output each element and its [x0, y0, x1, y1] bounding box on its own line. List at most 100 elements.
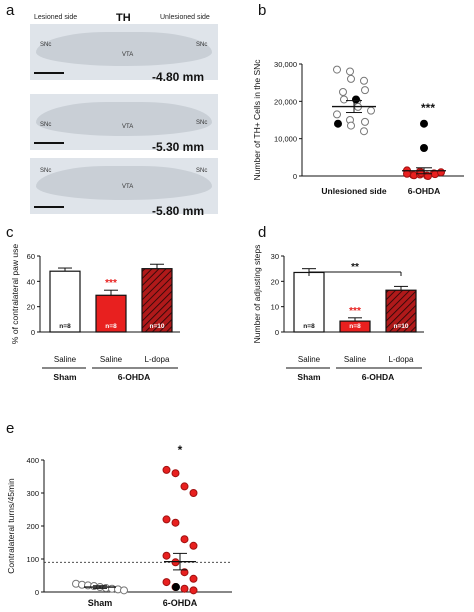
panel-letter-c: c: [6, 224, 14, 241]
unlesioned-side-label: Unlesioned side: [160, 14, 210, 21]
highlighted-data-point: [420, 119, 428, 128]
snc-left-label: SNc: [40, 122, 52, 128]
n-label: n=10: [394, 323, 409, 330]
y-tick-label: 300: [26, 489, 39, 498]
y-tick-label: 100: [26, 555, 39, 564]
data-point: [333, 110, 341, 119]
highlighted-data-point: [334, 119, 342, 128]
n-label: n=8: [105, 323, 117, 330]
y-tick-label: 0: [275, 328, 279, 337]
x-category-label: Saline: [100, 355, 123, 364]
chart-e-contralateral-turns: 0 100 200 300 400 Contralateral turns/45min Sh…: [6, 443, 232, 608]
y-axis-label: Number of adjusting steps: [252, 245, 262, 344]
data-point: [162, 578, 171, 587]
scale-bar: [34, 72, 64, 74]
vta-label: VTA: [122, 124, 134, 130]
data-point: [347, 121, 355, 130]
y-tick-label: 0: [293, 172, 297, 181]
y-tick-label: 30,000: [274, 60, 297, 69]
th-title: TH: [116, 12, 131, 24]
data-point: [180, 568, 189, 577]
y-tick-label: 40: [27, 277, 35, 286]
scale-bar: [34, 142, 64, 144]
y-tick-label: 20,000: [274, 97, 297, 106]
data-point: [189, 586, 198, 595]
y-tick-label: 0: [35, 588, 39, 597]
section-depth-1: -4.80 mm: [152, 70, 205, 84]
data-point: [346, 67, 354, 76]
data-point: [347, 74, 355, 83]
snc-left-label: SNc: [40, 42, 52, 48]
n-label: n=8: [303, 323, 315, 330]
y-axis-label: % of contralateral paw use: [10, 244, 20, 344]
group-label: Sham: [53, 372, 77, 382]
x-category-label: L-dopa: [145, 355, 170, 364]
data-point: [189, 541, 198, 550]
data-point: [162, 465, 171, 474]
data-point: [171, 518, 180, 527]
scale-bar: [34, 206, 64, 208]
y-tick-label: 20: [27, 303, 35, 312]
y-tick-label: 400: [26, 456, 39, 465]
group-label: Sham: [297, 372, 321, 382]
data-point: [360, 76, 368, 85]
significance-marker: *: [178, 443, 183, 457]
chart-d-adjusting-steps: 0 10 20 30 Number of adjusting steps n=8 Salin…: [252, 245, 424, 382]
y-tick-label: 10,000: [274, 135, 297, 144]
x-category-label: 6-OHDA: [163, 598, 198, 608]
bar: [49, 270, 81, 333]
y-tick-label: 60: [27, 252, 35, 261]
y-axis-label: Number of TH+ Cells in the SNc: [252, 59, 262, 181]
data-point: [437, 168, 445, 177]
data-point: [162, 551, 171, 560]
data-point: [180, 584, 189, 593]
vta-label: VTA: [122, 184, 134, 190]
x-category-label: Sham: [88, 598, 113, 608]
panel-letter-e: e: [6, 420, 15, 437]
bar: [95, 294, 127, 333]
snc-right-label: SNc: [196, 168, 208, 174]
snc-right-label: SNc: [196, 42, 208, 48]
brain-section-3: SNc VTA SNc: [30, 158, 218, 214]
x-category-label: L-dopa: [389, 355, 414, 364]
x-category-label: Saline: [298, 355, 321, 364]
vta-label: VTA: [122, 52, 134, 58]
data-point: [120, 586, 128, 595]
highlighted-data-point: [420, 144, 428, 152]
x-category-label: Saline: [344, 355, 367, 364]
panel-letter-a: a: [6, 2, 15, 19]
data-point: [340, 95, 348, 104]
data-point: [339, 88, 347, 96]
bar: [385, 289, 417, 333]
section-depth-3: -5.80 mm: [152, 204, 205, 218]
chart-c-paw-use: 0 20 40 60 % of contralateral paw use n=8 Sali…: [10, 244, 180, 382]
y-tick-label: 0: [31, 328, 35, 337]
data-point: [189, 489, 198, 497]
n-label: n=10: [150, 323, 165, 330]
data-point: [180, 535, 189, 544]
y-tick-label: 30: [271, 252, 279, 261]
n-label: n=8: [59, 323, 71, 330]
bracket-significance-label: **: [351, 262, 359, 273]
y-tick-label: 200: [26, 522, 39, 531]
snc-right-label: SNc: [196, 120, 208, 126]
significance-marker: ***: [421, 101, 435, 115]
group-label: 6-OHDA: [118, 372, 151, 382]
panel-letter-b: b: [258, 2, 267, 19]
x-category-label: Saline: [54, 355, 77, 364]
data-point: [333, 65, 341, 74]
brain-section-2: SNc VTA SNc: [30, 94, 218, 150]
panel-letter-d: d: [258, 224, 267, 241]
group-label: 6-OHDA: [362, 372, 395, 382]
significance-marker: ***: [105, 278, 117, 289]
section-depth-2: -5.30 mm: [152, 140, 205, 154]
data-point: [180, 482, 189, 491]
data-point: [171, 469, 180, 478]
data-point: [361, 117, 369, 126]
y-tick-label: 10: [271, 303, 279, 312]
data-point: [162, 515, 171, 524]
brain-section-1: SNc VTA SNc: [30, 24, 218, 80]
data-point: [367, 106, 375, 115]
y-tick-label: 20: [271, 277, 279, 286]
n-label: n=8: [349, 323, 361, 330]
